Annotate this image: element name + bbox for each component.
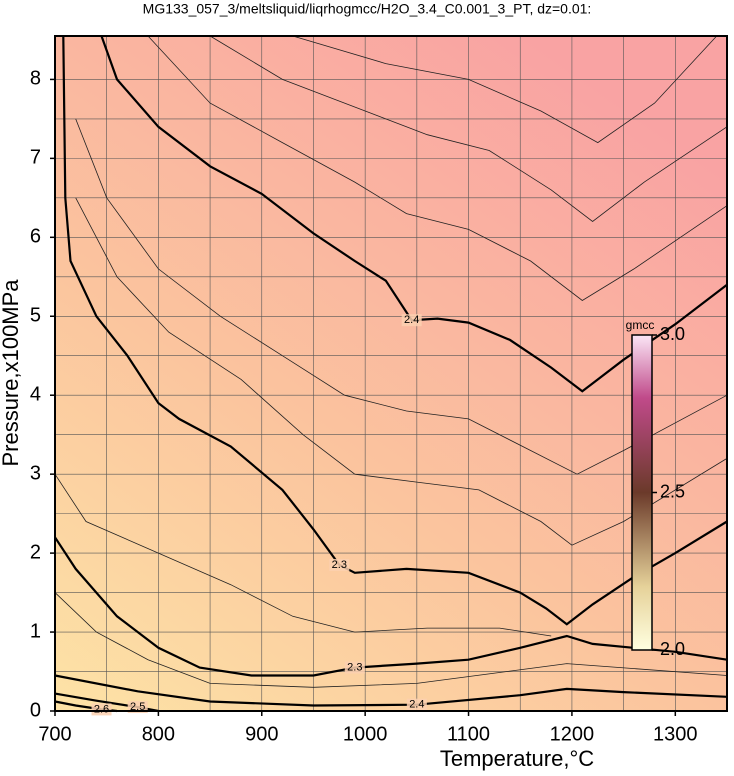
axes: 700 800 900 1000 1100 1200 1300 0 1 2 3 4 5 6 7 8 gmcc 2.… xyxy=(30,68,698,746)
x-axis-label: Temperature,°C xyxy=(440,746,594,771)
minor-contour xyxy=(292,35,717,144)
contour-line xyxy=(54,692,159,713)
plot-background xyxy=(55,36,727,711)
minor-contour xyxy=(147,35,728,301)
minor-contour xyxy=(54,592,728,688)
contour-label: 2.4 xyxy=(404,314,419,326)
colorbar xyxy=(631,334,653,651)
x-tick-label: 900 xyxy=(245,723,278,745)
y-tick-label: 6 xyxy=(30,226,41,248)
contour-label: 2.3 xyxy=(332,559,347,571)
colorbar-tick-label: 2.0 xyxy=(660,639,685,659)
y-tick-label: 0 xyxy=(30,699,41,721)
colorbar-tick-label: 3.0 xyxy=(660,324,685,344)
contours: 2.4 2.3 2.3 2.4 2.5 2.6 xyxy=(54,35,728,716)
minor-contour xyxy=(209,35,728,223)
y-axis-label: Pressure,x100MPa xyxy=(0,279,23,467)
y-tick-label: 3 xyxy=(30,462,41,484)
y-tick-label: 8 xyxy=(30,68,41,90)
plot-frame xyxy=(54,35,728,712)
contour-label-bg xyxy=(401,314,422,327)
y-tick-label: 7 xyxy=(30,147,41,169)
y-tick-label: 2 xyxy=(30,541,41,563)
x-tick-label: 800 xyxy=(142,723,175,745)
minor-contour xyxy=(54,473,552,637)
x-tick-label: 1200 xyxy=(550,723,595,745)
minor-contour xyxy=(75,118,728,475)
x-tick-label: 1100 xyxy=(447,723,490,745)
contour-label: 2.3 xyxy=(347,661,362,673)
contour-label: 2.6 xyxy=(94,703,109,715)
contour-label-bg xyxy=(344,661,365,674)
colorbar-tick-label: 2.5 xyxy=(660,481,685,501)
y-tick-label: 5 xyxy=(30,305,41,327)
y-tick-label: 4 xyxy=(30,383,41,405)
contour-label-bg xyxy=(91,703,112,716)
x-tick-label: 1300 xyxy=(653,723,698,745)
chart-title: MG133_057_3/meltsliquid/liqrhogmcc/H2O_3… xyxy=(143,1,592,17)
minor-contour xyxy=(75,197,728,546)
contour-label-bg xyxy=(406,698,427,711)
x-tick-label: 1000 xyxy=(343,723,388,745)
contour-label-bg xyxy=(329,558,350,571)
colorbar-label: gmcc xyxy=(626,318,655,332)
x-tick-label: 700 xyxy=(38,723,71,745)
contour-label: 2.4 xyxy=(409,699,424,711)
contour-label: 2.5 xyxy=(130,701,145,713)
y-tick-label: 1 xyxy=(30,620,41,642)
